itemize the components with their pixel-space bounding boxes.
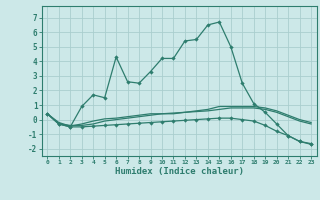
X-axis label: Humidex (Indice chaleur): Humidex (Indice chaleur) [115, 167, 244, 176]
